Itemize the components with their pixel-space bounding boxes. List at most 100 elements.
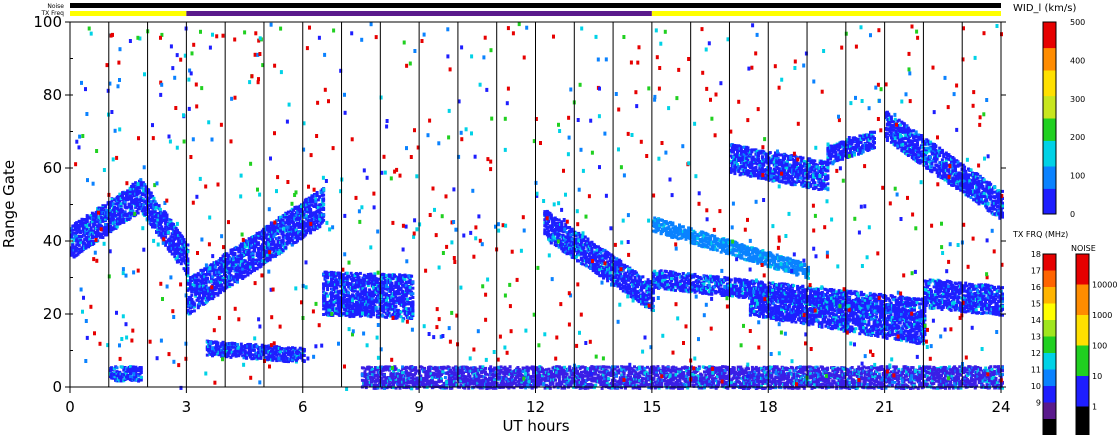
- data-point: [89, 226, 93, 230]
- data-point: [132, 199, 136, 203]
- data-point: [147, 207, 151, 211]
- data-point: [318, 225, 322, 229]
- data-point: [587, 254, 591, 258]
- data-point: [136, 207, 140, 211]
- data-point: [356, 290, 360, 294]
- tx-freq-segment: [651, 11, 1001, 16]
- data-point: [255, 344, 259, 348]
- top-indicator-bars: Noise TX Freq: [40, 3, 1001, 17]
- data-point: [322, 286, 326, 289]
- data-point: [247, 347, 251, 351]
- data-point: [100, 234, 104, 238]
- data-point: [94, 211, 98, 215]
- data-point: [238, 250, 242, 254]
- data-point: [104, 223, 107, 226]
- data-point: [316, 198, 320, 202]
- data-point: [131, 209, 135, 213]
- data-point: [243, 349, 247, 353]
- data-point: [322, 282, 326, 286]
- data-point: [147, 189, 151, 193]
- data-point: [92, 242, 96, 246]
- data-point: [599, 251, 603, 255]
- data-point: [243, 245, 247, 249]
- data-point: [266, 253, 269, 257]
- data-point: [322, 203, 326, 207]
- data-point: [353, 286, 357, 290]
- data-point: [75, 225, 79, 229]
- data-point: [160, 218, 164, 222]
- data-point: [88, 237, 92, 241]
- data-point: [279, 229, 283, 233]
- data-point: [224, 266, 228, 269]
- data-point: [307, 204, 311, 208]
- data-point: [273, 232, 277, 236]
- data-point: [404, 294, 408, 298]
- data-point: [100, 216, 104, 219]
- data-point: [189, 306, 192, 310]
- data-point: [247, 258, 251, 261]
- data-point: [191, 283, 195, 287]
- data-point: [173, 252, 177, 255]
- data-point: [196, 306, 200, 310]
- data-point: [153, 208, 157, 212]
- data-point: [216, 293, 220, 297]
- data-point: [200, 275, 204, 279]
- data-point: [608, 271, 612, 275]
- data-point: [279, 215, 283, 219]
- data-point: [375, 281, 379, 285]
- data-point: [411, 300, 415, 304]
- data-point: [151, 195, 155, 198]
- data-point: [383, 278, 387, 282]
- data-point: [106, 230, 110, 234]
- data-point: [241, 277, 245, 280]
- data-point: [194, 294, 198, 298]
- data-point: [90, 220, 94, 224]
- tx-freq-segment: [186, 11, 652, 16]
- data-point: [557, 218, 561, 222]
- data-point: [169, 218, 173, 222]
- data-point: [574, 234, 578, 238]
- data-point: [119, 206, 123, 209]
- data-point: [247, 261, 251, 265]
- data-point: [290, 238, 294, 242]
- data-point: [344, 294, 348, 297]
- data-point: [85, 216, 89, 220]
- data-point: [234, 260, 238, 264]
- data-point: [92, 240, 96, 243]
- data-point: [369, 315, 373, 319]
- data-point: [328, 282, 332, 286]
- data-point: [213, 265, 217, 269]
- data-point: [245, 356, 249, 360]
- data-point: [258, 231, 262, 235]
- data-point: [234, 258, 238, 262]
- data-point: [134, 205, 138, 209]
- data-point: [594, 267, 598, 271]
- data-point: [220, 257, 224, 261]
- data-point: [236, 246, 239, 250]
- data-point: [186, 263, 190, 266]
- data-point: [298, 217, 302, 221]
- data-point: [88, 243, 92, 247]
- data-point: [175, 229, 179, 233]
- data-point: [128, 214, 132, 218]
- data-region-band-3-6.5h: [186, 187, 326, 316]
- data-point: [162, 214, 166, 218]
- data-point: [408, 278, 412, 282]
- data-point: [279, 350, 283, 354]
- data-point: [182, 257, 186, 261]
- data-point: [141, 181, 145, 185]
- data-point: [138, 190, 141, 194]
- data-point: [217, 261, 221, 265]
- data-point: [157, 204, 161, 208]
- data-point: [192, 303, 196, 307]
- data-point: [235, 349, 239, 353]
- data-point: [309, 231, 313, 235]
- data-point: [217, 284, 221, 288]
- data-point: [322, 193, 326, 197]
- data-point: [127, 205, 131, 209]
- data-point: [344, 304, 348, 307]
- data-point: [186, 309, 190, 313]
- data-point: [581, 259, 585, 263]
- data-point: [93, 220, 97, 224]
- data-point: [277, 236, 281, 240]
